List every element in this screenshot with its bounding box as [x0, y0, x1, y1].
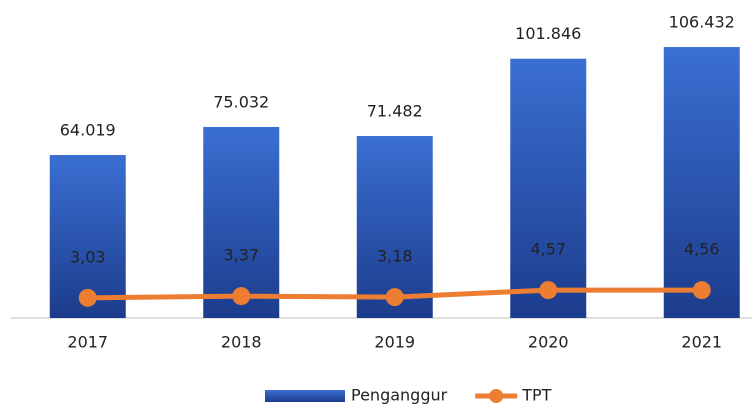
x-tick-label: 2021: [681, 333, 722, 352]
line-marker: [539, 281, 558, 300]
line-marker: [232, 287, 251, 306]
legend-label: TPT: [521, 386, 551, 405]
bar: [356, 136, 433, 318]
bar-value-label: 71.482: [367, 102, 423, 121]
line-marker: [78, 288, 97, 307]
line-value-label: 3,18: [377, 247, 413, 266]
legend-swatch: [265, 390, 345, 402]
line-value-label: 4,57: [530, 240, 566, 259]
line-value-label: 3,03: [70, 247, 106, 266]
legend-marker: [489, 389, 504, 403]
bar: [663, 47, 740, 318]
bar-value-label: 106.432: [669, 13, 735, 32]
bar-value-label: 101.846: [515, 24, 581, 43]
line-marker: [692, 281, 711, 300]
bar: [510, 58, 587, 318]
line-value-label: 3,37: [223, 246, 259, 265]
x-tick-label: 2020: [528, 333, 569, 352]
bar-value-label: 75.032: [213, 92, 269, 111]
legend-label: Penganggur: [351, 386, 448, 405]
line-value-label: 4,56: [684, 240, 720, 259]
x-tick-label: 2019: [374, 333, 415, 352]
line-marker: [385, 288, 404, 307]
bar: [203, 126, 280, 318]
x-tick-label: 2017: [67, 333, 108, 352]
bar-value-label: 64.019: [60, 121, 116, 140]
x-tick-label: 2018: [221, 333, 262, 352]
